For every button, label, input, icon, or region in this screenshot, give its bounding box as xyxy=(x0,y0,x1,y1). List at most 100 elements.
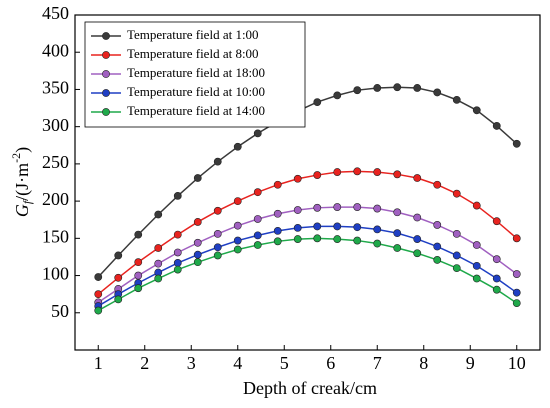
point xyxy=(293,174,302,183)
y-tick-label: 150 xyxy=(42,226,69,246)
point xyxy=(512,270,521,278)
point xyxy=(413,249,422,258)
point xyxy=(233,197,242,206)
point xyxy=(433,180,442,189)
point xyxy=(393,83,402,92)
y-tick-label: 350 xyxy=(42,78,69,98)
point xyxy=(273,226,282,235)
point xyxy=(193,174,202,182)
y-tick-label: 250 xyxy=(42,152,69,172)
point xyxy=(492,122,501,130)
point xyxy=(253,188,262,197)
y-label-part: ) xyxy=(12,147,33,153)
point xyxy=(333,235,342,243)
y-tick-label: 100 xyxy=(42,264,69,284)
point xyxy=(492,255,501,264)
point xyxy=(433,242,442,251)
y-label-part: -2 xyxy=(9,153,23,163)
point xyxy=(173,265,182,274)
point xyxy=(233,236,242,245)
point xyxy=(273,180,282,189)
point xyxy=(353,203,362,211)
point xyxy=(114,295,123,304)
y-label-part: /(J·m xyxy=(12,163,33,201)
point xyxy=(313,98,322,106)
point xyxy=(452,264,461,273)
point xyxy=(393,208,402,217)
point xyxy=(333,168,342,176)
point xyxy=(492,285,501,294)
point xyxy=(154,259,163,268)
point xyxy=(173,248,182,257)
point xyxy=(293,224,302,232)
point xyxy=(273,209,282,218)
point xyxy=(433,221,442,229)
point xyxy=(293,235,302,243)
point xyxy=(393,170,402,179)
point xyxy=(253,241,262,249)
point xyxy=(472,241,481,249)
point xyxy=(273,237,282,246)
y-tick-label: 400 xyxy=(42,40,69,60)
point xyxy=(433,88,442,97)
point xyxy=(452,95,461,104)
x-tick-label: 2 xyxy=(140,353,149,373)
x-tick-label: 3 xyxy=(187,353,196,373)
point xyxy=(373,204,382,213)
point xyxy=(353,86,362,95)
point xyxy=(94,306,103,315)
legend-label: Temperature field at 1:00 xyxy=(127,27,259,42)
x-tick-label: 5 xyxy=(280,353,289,373)
point xyxy=(213,229,222,238)
point xyxy=(233,221,242,230)
point xyxy=(512,288,521,297)
point xyxy=(134,284,143,293)
point xyxy=(393,244,402,252)
y-label-part: G xyxy=(12,204,32,217)
point xyxy=(373,168,382,176)
y-tick-label: 450 xyxy=(42,3,69,23)
point xyxy=(373,84,382,92)
point xyxy=(413,213,422,222)
point xyxy=(413,174,422,182)
point xyxy=(213,243,222,252)
point xyxy=(193,258,202,267)
x-tick-label: 6 xyxy=(326,353,335,373)
point xyxy=(353,236,362,245)
point xyxy=(94,273,103,281)
legend-label: Temperature field at 18:00 xyxy=(127,65,265,80)
point xyxy=(472,106,481,115)
point xyxy=(313,171,322,179)
point xyxy=(293,206,302,214)
point xyxy=(193,218,202,226)
point xyxy=(393,229,402,238)
point xyxy=(452,229,461,238)
point xyxy=(213,157,222,166)
series-line xyxy=(97,237,518,312)
point xyxy=(452,251,461,260)
y-tick-label: 200 xyxy=(42,189,69,209)
legend-label: Temperature field at 8:00 xyxy=(127,46,259,61)
y-label-part: f xyxy=(20,199,34,204)
point xyxy=(173,258,182,267)
point xyxy=(353,223,362,232)
point xyxy=(114,273,123,282)
legend-marker xyxy=(102,108,110,116)
point xyxy=(492,274,501,283)
point xyxy=(333,222,342,231)
point xyxy=(114,251,123,260)
x-tick-label: 1 xyxy=(94,353,103,373)
plot-frame xyxy=(74,14,541,351)
point xyxy=(253,215,262,223)
point xyxy=(333,91,342,100)
point xyxy=(353,167,362,176)
point xyxy=(253,231,262,240)
point xyxy=(433,256,442,264)
point xyxy=(472,274,481,283)
point xyxy=(134,258,143,267)
legend-label: Temperature field at 14:00 xyxy=(127,103,265,118)
point xyxy=(233,142,242,151)
point xyxy=(173,191,182,200)
x-tick-label: 7 xyxy=(373,353,382,373)
